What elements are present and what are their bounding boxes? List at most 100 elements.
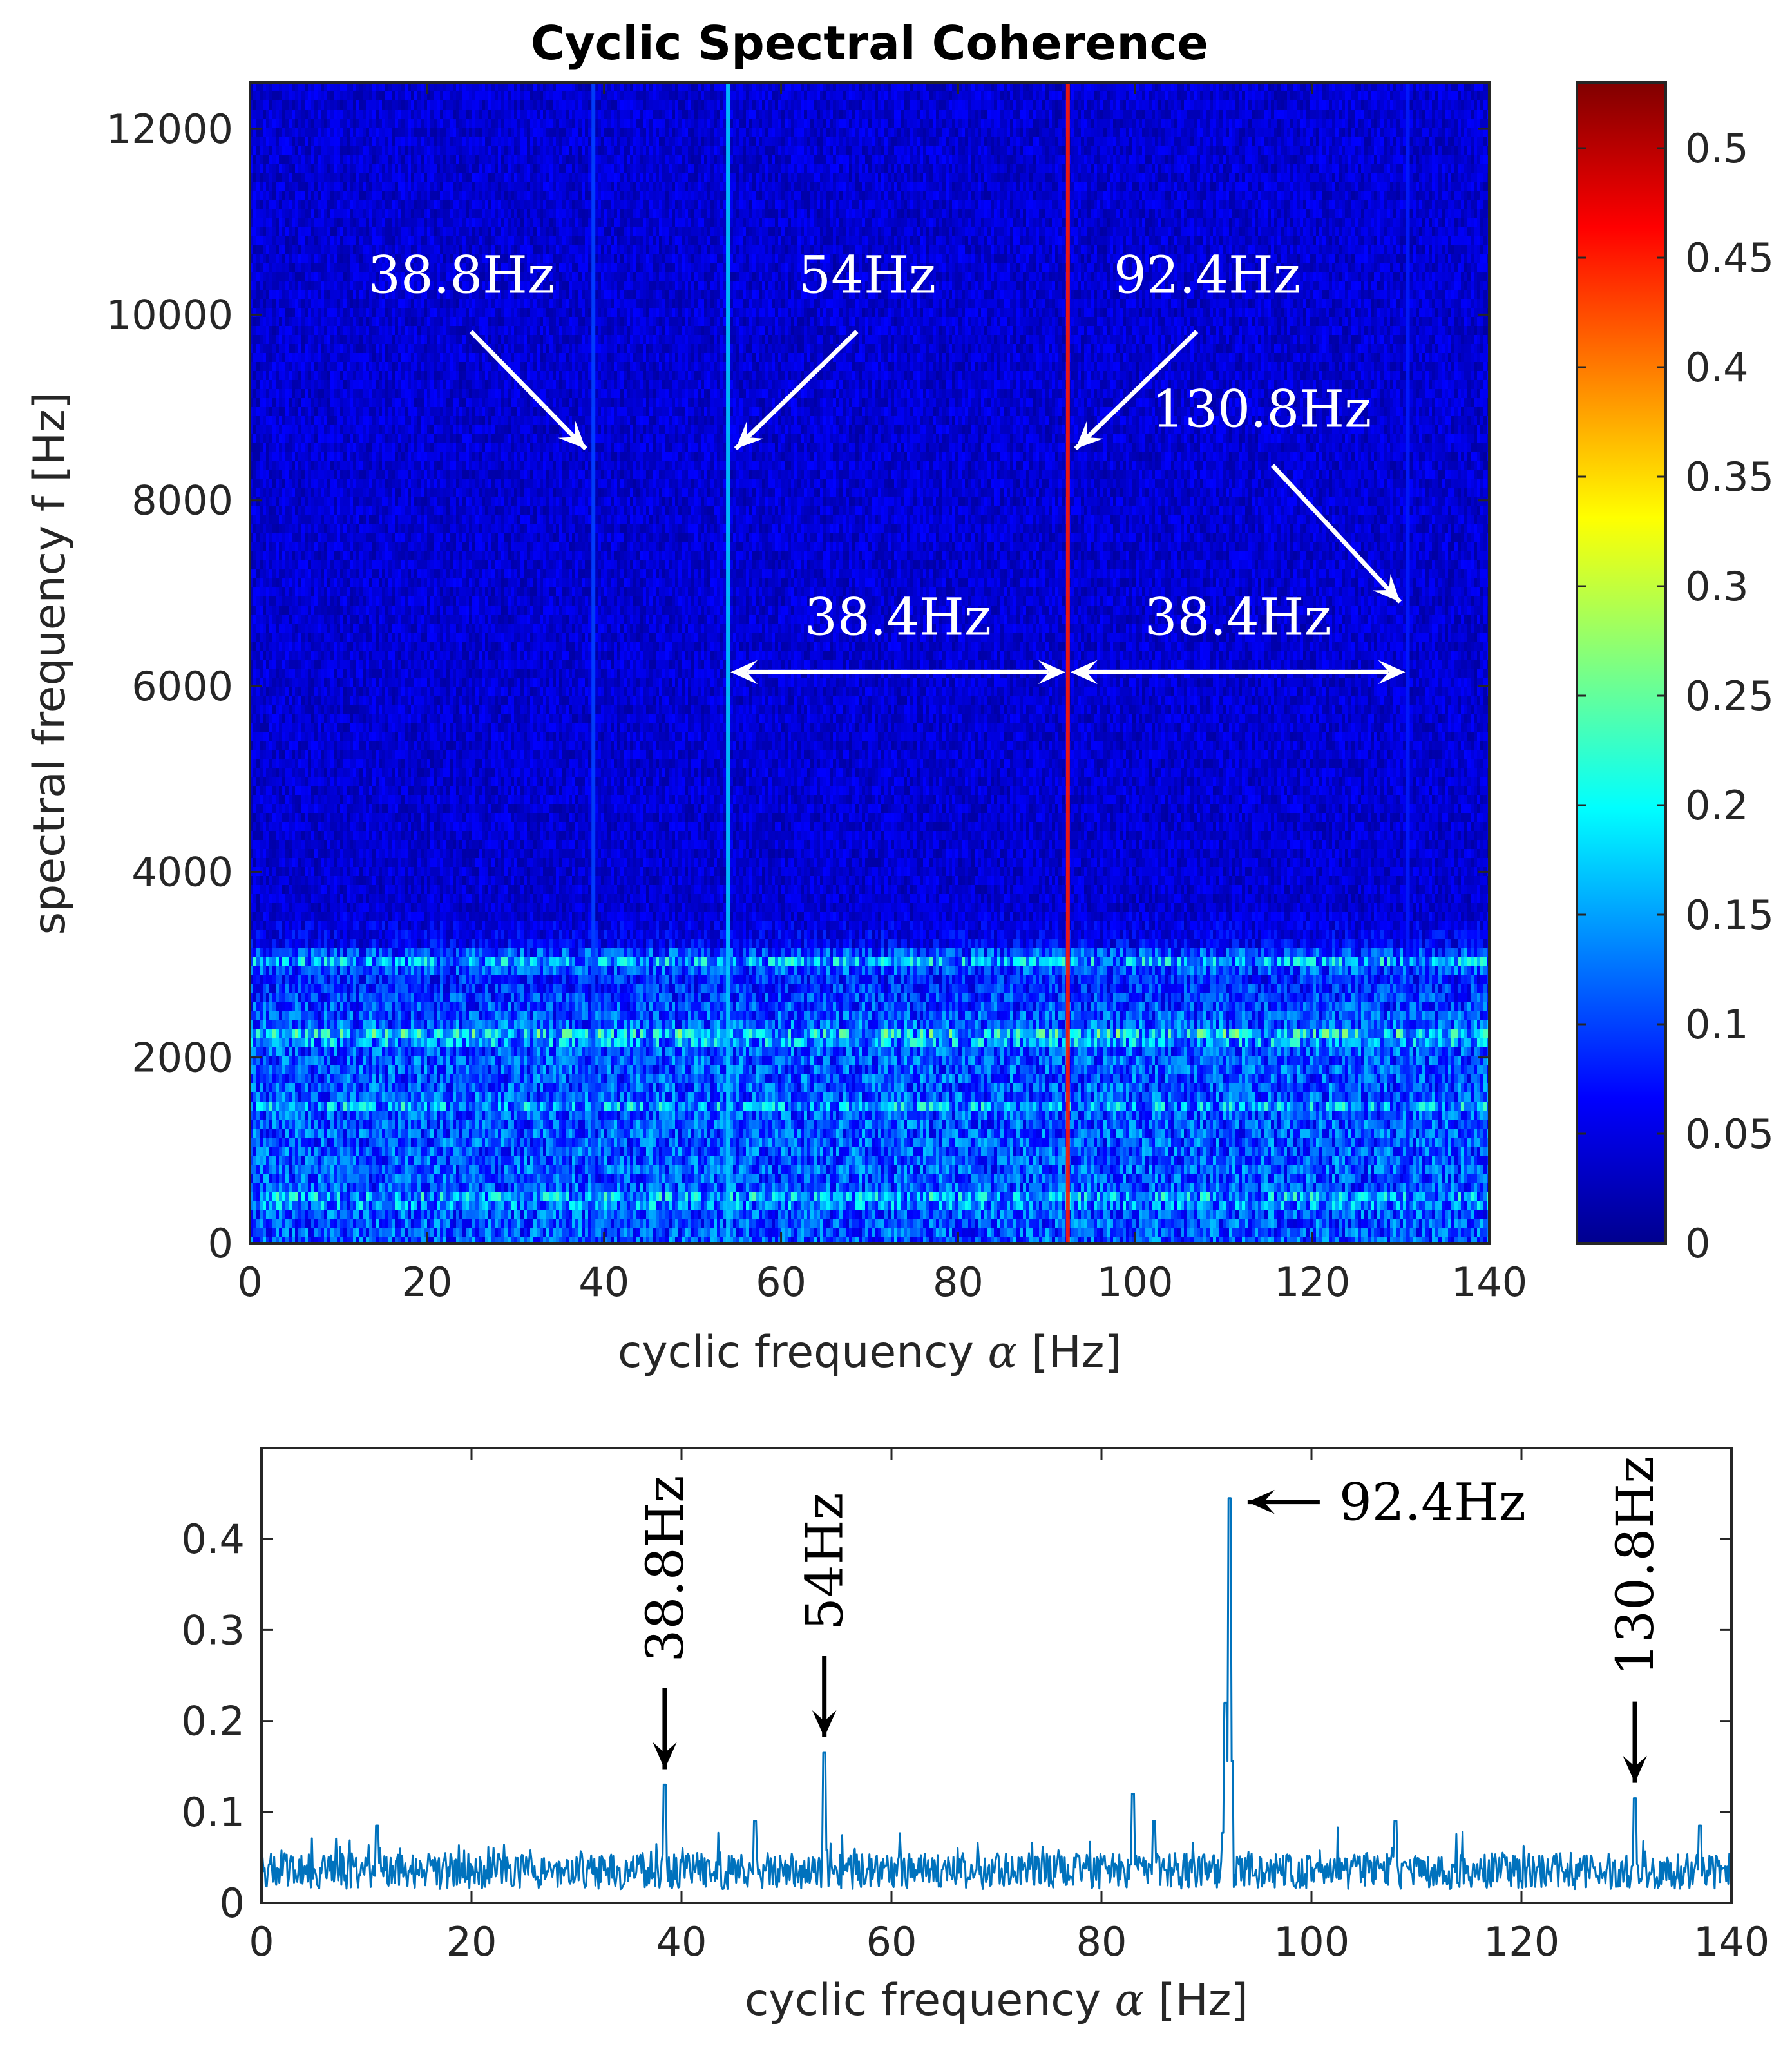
heatmap-cell <box>662 137 666 146</box>
heatmap-cell <box>672 155 676 164</box>
heatmap-cell <box>359 100 363 110</box>
heatmap-cell <box>965 110 969 119</box>
heatmap-cell <box>607 119 611 128</box>
heatmap-cell <box>933 164 937 173</box>
heatmap-cell <box>643 182 647 191</box>
heatmap-cell <box>324 164 328 173</box>
heatmap-cell <box>1081 100 1085 110</box>
heatmap-cell <box>369 137 373 146</box>
heatmap-cell <box>833 146 837 155</box>
heatmap-cell <box>1029 91 1033 101</box>
heatmap-cell <box>1400 91 1404 101</box>
heatmap-cell <box>987 100 991 110</box>
heatmap-cell <box>276 91 280 101</box>
heatmap-cell <box>562 182 566 191</box>
heatmap-cell <box>888 82 891 92</box>
heatmap-cell <box>1177 119 1181 128</box>
heatmap-cell <box>1268 182 1272 191</box>
heatmap-cell <box>1377 128 1381 137</box>
heatmap-cell <box>688 173 692 182</box>
heatmap-cell <box>340 182 344 191</box>
heatmap-cell <box>955 128 959 137</box>
heatmap-cell <box>559 82 563 92</box>
heatmap-cell <box>1268 173 1272 182</box>
heatmap-cell <box>1480 128 1484 137</box>
heatmap-cell <box>1226 91 1230 101</box>
heatmap-cell <box>305 146 309 155</box>
heatmap-cell <box>775 91 779 101</box>
heatmap-cell <box>578 128 582 137</box>
heatmap-cell <box>1097 100 1101 110</box>
heatmap-cell <box>926 82 930 92</box>
heatmap-cell <box>1332 110 1336 119</box>
heatmap-cell <box>279 110 283 119</box>
heatmap-cell <box>285 137 289 146</box>
heatmap-cell <box>363 110 367 119</box>
heatmap-cell <box>1216 191 1220 200</box>
heatmap-cell <box>308 182 312 191</box>
heatmap-cell <box>398 173 402 182</box>
heatmap-cell <box>327 119 331 128</box>
heatmap-cell <box>401 137 405 146</box>
heatmap-cell <box>614 91 618 101</box>
heatmap-cell <box>836 173 840 182</box>
heatmap-cell <box>910 110 914 119</box>
heatmap-cell <box>855 128 859 137</box>
heatmap-cell <box>398 146 402 155</box>
heatmap-cell <box>411 182 415 191</box>
heatmap-cell <box>533 91 537 101</box>
heatmap-cell <box>1219 91 1223 101</box>
heatmap-cell <box>430 191 434 200</box>
heatmap-cell <box>987 155 991 164</box>
heatmap-cell <box>923 100 927 110</box>
heatmap-cell <box>933 91 937 101</box>
heatmap-cell <box>910 173 914 182</box>
heatmap-cell <box>292 100 296 110</box>
heatmap-cell <box>875 191 879 200</box>
heatmap-cell <box>1355 182 1358 191</box>
heatmap-cell <box>1049 82 1053 92</box>
heatmap-cell <box>572 82 576 92</box>
heatmap-cell <box>440 164 444 173</box>
heatmap-cell <box>1252 173 1255 182</box>
heatmap-cell <box>276 128 280 137</box>
heatmap-cell <box>682 173 685 182</box>
heatmap-cell <box>862 91 866 101</box>
heatmap-cell <box>1358 182 1362 191</box>
heatmap-cell <box>1364 82 1368 92</box>
heatmap-cell <box>1248 110 1252 119</box>
heatmap-cell <box>1045 91 1049 101</box>
heatmap-cell <box>733 155 737 164</box>
heatmap-cell <box>978 155 982 164</box>
heatmap-cell <box>1013 119 1017 128</box>
heatmap-cell <box>917 155 920 164</box>
heatmap-cell <box>1413 119 1416 128</box>
heatmap-cell <box>1155 100 1159 110</box>
heatmap-cell <box>327 173 331 182</box>
heatmap-cell <box>1384 82 1387 92</box>
heatmap-cell <box>1403 82 1407 92</box>
heatmap-cell <box>318 119 321 128</box>
heatmap-cell <box>881 191 885 200</box>
heatmap-cell <box>491 110 495 119</box>
heatmap-cell <box>743 82 747 92</box>
heatmap-cell <box>1335 119 1339 128</box>
heatmap-cell <box>643 128 647 137</box>
heatmap-cell <box>1194 164 1197 173</box>
heatmap-cell <box>1467 119 1471 128</box>
heatmap-cell <box>704 146 708 155</box>
heatmap-cell <box>430 173 434 182</box>
heatmap-cell <box>682 110 685 119</box>
heatmap-cell <box>437 182 441 191</box>
heatmap-cell <box>1429 100 1433 110</box>
heatmap-cell <box>427 82 431 92</box>
heatmap-cell <box>1103 119 1107 128</box>
heatmap-cell <box>633 146 637 155</box>
heatmap-cell <box>862 173 866 182</box>
heatmap-cell <box>443 155 447 164</box>
heatmap-cell <box>933 191 937 200</box>
heatmap-cell <box>743 146 747 155</box>
heatmap-cell <box>440 146 444 155</box>
heatmap-cell <box>1020 191 1024 200</box>
heatmap-cell <box>1210 191 1214 200</box>
